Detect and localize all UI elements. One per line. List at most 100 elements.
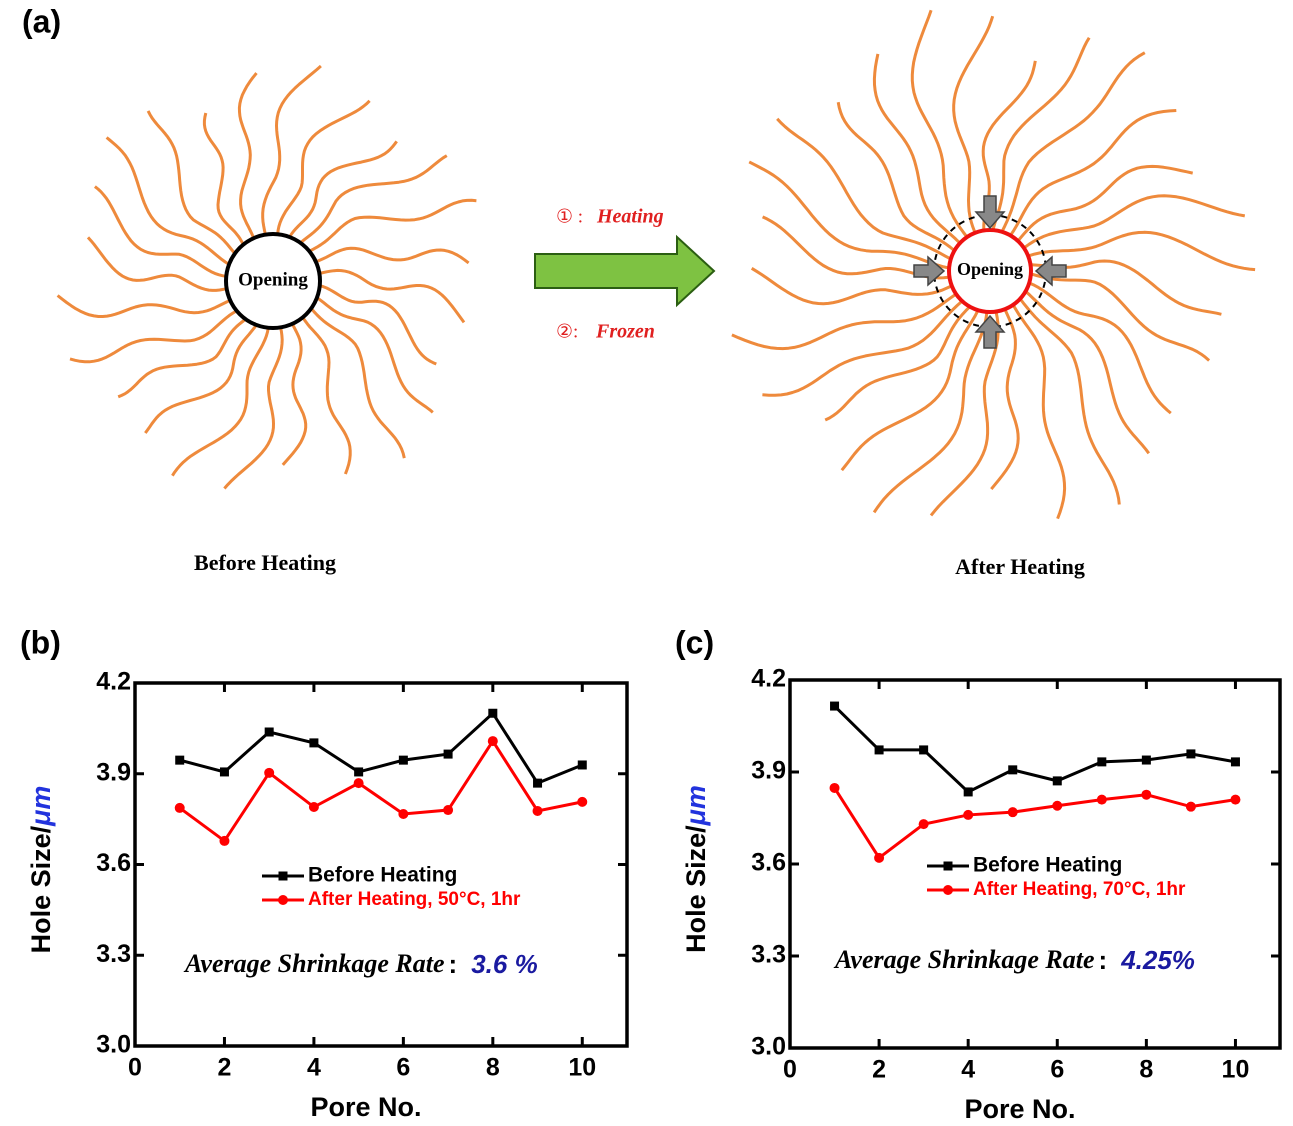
legend-label: Before Heating [973,854,1122,877]
chain [836,101,955,252]
chain [315,246,470,265]
chain [308,198,477,253]
x-tick-label: 10 [568,1054,596,1082]
opening-circle [947,228,1033,314]
chain [117,318,247,399]
marker [577,760,587,770]
marker [264,767,275,778]
chain [105,136,230,266]
annotation: Average Shrinkage Rate:3.6 % [183,949,538,979]
chain [1031,272,1211,362]
plot-frame [133,681,629,1048]
y-tick-label: 3.6 [751,849,786,877]
arrow [913,255,946,287]
chain [86,236,227,292]
marker [353,778,364,789]
y-tick-label: 3.3 [96,940,131,968]
marker [175,755,185,765]
x-tick-label: 2 [218,1054,232,1082]
x-tick-label: 8 [1139,1056,1153,1084]
y-tick-label: 4.2 [96,668,131,696]
arrow [1034,255,1067,287]
legend-marker [278,895,288,905]
chain [1001,51,1146,232]
x-tick-label: 4 [961,1056,975,1084]
chain [1012,304,1067,520]
series-line [833,787,1236,861]
marker [1096,794,1107,805]
legend-label: After Heating, 70°C, 1hr [973,879,1186,900]
annotation-separator: : [449,949,458,979]
x-tick-label: 6 [396,1054,410,1082]
chain [1009,109,1177,236]
marker [443,749,453,759]
series-line [179,710,583,785]
chain [276,99,371,235]
chain [991,36,1091,230]
step-label: Heating [596,206,664,228]
x-tick-label: 4 [307,1054,321,1082]
marker [918,819,929,830]
marker [1230,757,1240,767]
chain [319,268,466,324]
opening-label: Opening [238,269,308,290]
chain [146,110,236,255]
marker [829,782,840,793]
chain [840,310,979,472]
marker [963,787,973,797]
legend-marker [943,885,953,895]
y-tick-label: 3.9 [96,758,131,786]
chain [1028,230,1256,272]
chain [301,316,352,475]
chain [144,324,258,434]
marker [1052,800,1063,811]
x-tick-label: 2 [872,1056,886,1084]
legend-label: Before Heating [308,864,457,887]
step-marker: ① : [556,206,583,227]
chain [776,117,951,260]
chain [1029,282,1172,415]
arrow [974,314,1006,349]
annotation-label: Average Shrinkage Rate [833,945,1095,974]
y-axis-unit: μm [681,785,711,826]
chain [872,312,989,514]
process-arrow [534,234,716,308]
annotation-separator: : [1099,945,1108,975]
chain [824,306,971,422]
marker [398,755,408,765]
chain [762,300,963,397]
arrow [974,195,1006,230]
x-tick-label: 6 [1050,1056,1064,1084]
marker [533,778,543,788]
chain [750,267,952,306]
marker [219,835,230,846]
marker [874,852,885,863]
chain [288,140,398,238]
chain [1025,290,1150,455]
y-tick-label: 4.2 [751,665,786,693]
x-tick-label: 0 [128,1054,142,1082]
chain [910,9,968,238]
chain [1023,194,1246,249]
opening-label: Opening [957,259,1023,279]
chain [748,160,949,270]
marker [1141,789,1152,800]
marker [532,805,543,816]
chain [69,309,238,364]
plot-frame [788,678,1282,1050]
chain [316,296,434,414]
x-tick-label: 8 [486,1054,500,1082]
legend-marker [278,871,288,881]
annotation-value: 4.25% [1120,945,1195,975]
y-tick-label: 3.0 [751,1033,786,1061]
chain [990,309,1020,491]
chain [223,327,284,490]
marker [1007,807,1018,818]
chain [1019,298,1121,505]
marker [1008,765,1018,775]
marker [488,708,498,718]
chains [56,9,1256,520]
legend-marker [943,861,953,871]
annotation: Average Shrinkage Rate:4.25% [833,945,1195,975]
